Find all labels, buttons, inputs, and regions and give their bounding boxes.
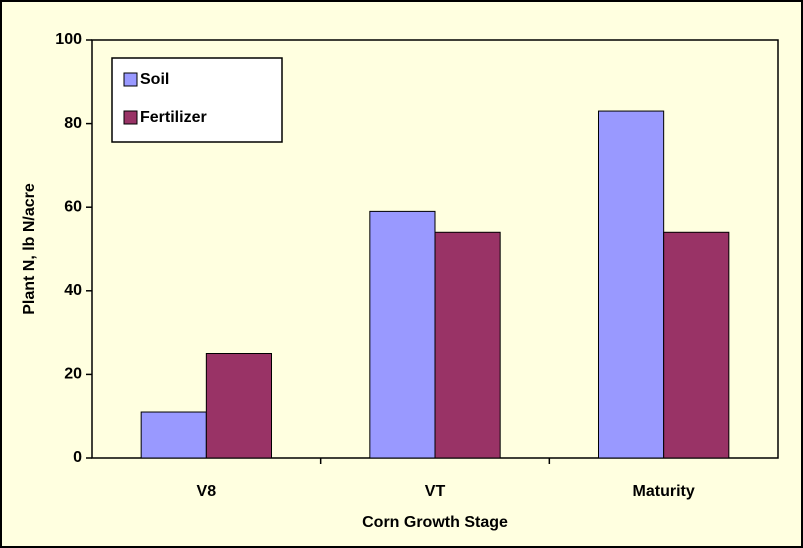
y-tick-label: 60	[64, 198, 82, 215]
legend-label: Fertilizer	[140, 109, 207, 126]
y-tick-label: 0	[73, 449, 82, 466]
y-tick-label: 100	[55, 31, 82, 48]
legend-label: Soil	[140, 71, 169, 88]
x-tick-label: Maturity	[633, 483, 695, 500]
y-tick-label: 80	[64, 115, 82, 132]
x-tick-label: V8	[197, 483, 217, 500]
y-tick-label: 40	[64, 282, 82, 299]
x-axis-label: Corn Growth Stage	[362, 514, 508, 531]
x-tick-label: VT	[425, 483, 446, 500]
legend-swatch	[123, 110, 138, 125]
legend-swatch	[123, 72, 138, 87]
bar	[597, 110, 665, 459]
y-axis-label: Plant N, lb N/acre	[21, 183, 38, 315]
bar	[140, 411, 207, 459]
bar	[663, 231, 730, 459]
legend-box	[111, 57, 283, 143]
bar	[369, 210, 436, 459]
y-tick-label: 20	[64, 366, 82, 383]
bar	[205, 353, 273, 459]
bar	[434, 231, 501, 459]
